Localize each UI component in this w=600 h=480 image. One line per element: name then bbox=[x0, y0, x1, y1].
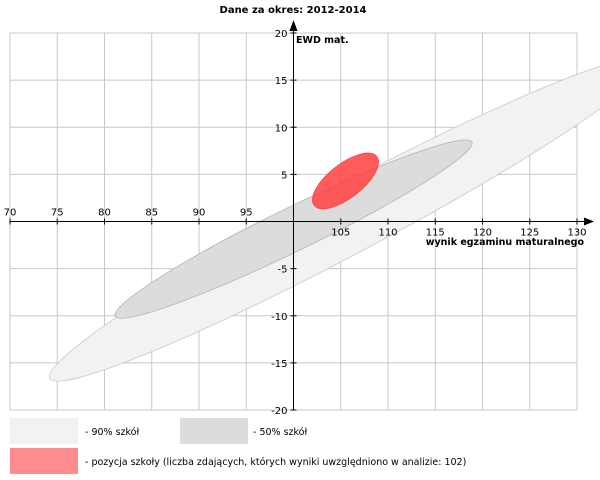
x-tick-label: 110 bbox=[378, 228, 397, 239]
axes bbox=[10, 20, 594, 410]
x-tick-label: 80 bbox=[98, 208, 111, 219]
chart-title: Dane za okres: 2012-2014 bbox=[220, 5, 367, 16]
y-tick-label: -10 bbox=[271, 312, 287, 323]
x-tick-label: 130 bbox=[567, 228, 586, 239]
legend-swatch-90 bbox=[10, 418, 78, 444]
x-tick-label: 120 bbox=[473, 228, 492, 239]
legend-label-90: - 90% szkół bbox=[85, 427, 139, 438]
y-tick-label: 10 bbox=[275, 123, 288, 134]
y-tick-label: -15 bbox=[271, 359, 287, 370]
x-tick-label: 85 bbox=[145, 208, 158, 219]
x-tick-label: 70 bbox=[4, 208, 17, 219]
legend-label-50: - 50% szkół bbox=[253, 427, 307, 438]
school-ellipse bbox=[312, 152, 379, 210]
x-axis-arrow bbox=[584, 217, 594, 226]
y-tick-label: 5 bbox=[281, 170, 287, 181]
legend-swatch-school bbox=[10, 448, 78, 474]
x-tick-label: 95 bbox=[240, 208, 253, 219]
x-tick-label: 105 bbox=[331, 228, 350, 239]
legend-label-school: - pozycja szkoły (liczba zdających, któr… bbox=[85, 457, 466, 468]
legend-swatch-50 bbox=[180, 418, 248, 444]
y-tick-label: -20 bbox=[271, 406, 287, 417]
y-tick-label: 15 bbox=[275, 76, 288, 87]
y-axis-arrow bbox=[289, 20, 298, 31]
x-tick-label: 90 bbox=[193, 208, 206, 219]
x-tick-label: 125 bbox=[520, 228, 539, 239]
x-tick-label: 115 bbox=[426, 228, 445, 239]
x-axis-title: wynik egzaminu maturalnego bbox=[426, 237, 585, 248]
y-axis-title: EWD mat. bbox=[296, 35, 349, 46]
y-tick-label: 20 bbox=[275, 29, 288, 40]
x-tick-label: 75 bbox=[51, 208, 64, 219]
y-tick-label: -5 bbox=[278, 265, 288, 276]
